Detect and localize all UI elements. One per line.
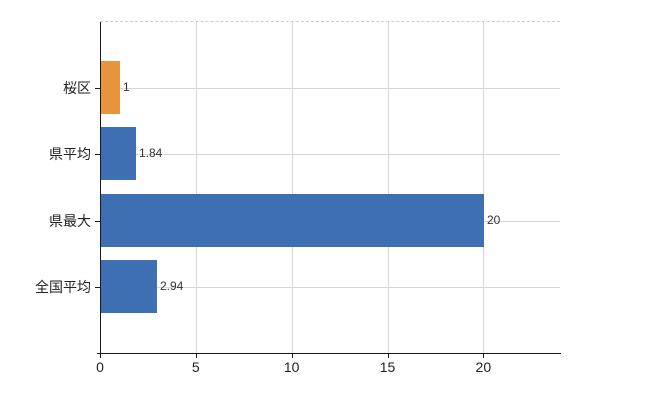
plot-top-border — [100, 21, 560, 22]
x-axis-tick — [291, 354, 293, 358]
x-axis-tick-label: 10 — [283, 359, 300, 375]
bar — [101, 259, 157, 313]
x-axis-tick-label: 5 — [191, 359, 200, 375]
y-axis-tick — [95, 286, 100, 288]
x-axis-line — [97, 353, 561, 354]
y-axis-tick — [95, 220, 100, 222]
x-axis-tick-label: 0 — [96, 359, 104, 375]
x-axis-tick — [195, 354, 197, 358]
bar-value-label: 2.94 — [160, 278, 184, 293]
y-axis-category-label: 桜区 — [63, 80, 91, 97]
vertical-gridline — [291, 22, 293, 353]
x-axis-tick — [100, 354, 101, 358]
x-axis-tick-label: 15 — [379, 359, 396, 375]
bar — [101, 193, 484, 247]
horizontal-gridline — [100, 286, 560, 288]
x-axis-tick — [483, 354, 485, 358]
horizontal-gridline — [100, 154, 560, 156]
bar — [101, 61, 120, 115]
y-axis-tick — [95, 154, 100, 156]
vertical-gridline — [387, 22, 389, 353]
bar — [101, 127, 136, 181]
y-axis-category-label: 県平均 — [49, 146, 91, 163]
y-axis-category-label: 全国平均 — [35, 278, 91, 295]
y-axis-tick — [95, 88, 100, 90]
y-axis-line — [100, 22, 101, 353]
x-axis-tick — [387, 354, 389, 358]
bar-value-label: 1 — [123, 80, 130, 95]
bar-value-label: 20 — [487, 212, 501, 227]
y-axis-category-label: 県最大 — [49, 212, 91, 229]
vertical-gridline — [483, 22, 485, 353]
bar-value-label: 1.84 — [139, 146, 163, 161]
vertical-gridline — [195, 22, 197, 353]
x-axis-tick-label: 20 — [475, 359, 492, 375]
horizontal-gridline — [100, 88, 560, 90]
